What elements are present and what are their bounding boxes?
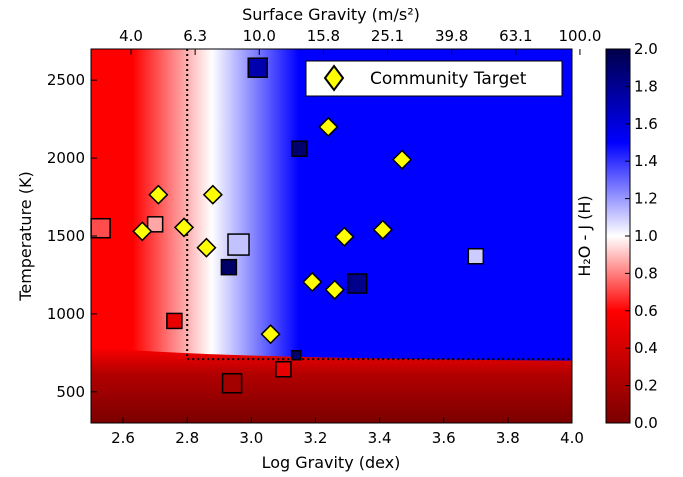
colorbar-ticks: 0.0 0.2 0.4 0.6 0.8 1.0 1.2 1.4 1.6 1.8 2.0 [625, 40, 658, 432]
community-target-marker [372, 219, 393, 240]
colorbar-tick-label: 1.2 [634, 190, 658, 208]
community-target-marker [334, 226, 355, 247]
community-target-marker [202, 184, 223, 205]
community-target-marker [132, 221, 153, 242]
top-tick-label: 63.1 [499, 27, 532, 45]
x-axis-ticks: 2.6 2.8 3.0 3.2 3.4 3.6 3.8 4.0 [111, 417, 584, 447]
top-axis-label: Surface Gravity (m/s²) [242, 5, 420, 24]
y-tick-label: 1500 [47, 227, 85, 245]
top-tick-label: 25.1 [371, 27, 404, 45]
y-tick-label: 1000 [47, 305, 85, 323]
measured-square-marker [247, 57, 268, 78]
y-tick-label: 500 [56, 383, 85, 401]
x-tick-label: 3.8 [496, 429, 520, 447]
y-tick-label: 2500 [47, 71, 85, 89]
cold-temperature-region [91, 346, 572, 423]
colorbar-tick-label: 0.8 [634, 264, 658, 282]
measured-square-marker [275, 360, 292, 378]
legend-diamond-icon [323, 64, 345, 92]
x-tick-label: 3.0 [239, 429, 263, 447]
x-tick-label: 3.2 [304, 429, 328, 447]
community-target-diamonds [132, 116, 413, 345]
legend: Community Target [305, 60, 563, 97]
measured-square-marker [467, 248, 485, 265]
legend-label: Community Target [370, 69, 527, 89]
top-tick-label: 6.3 [183, 27, 207, 45]
top-tick-label: 10.0 [243, 27, 276, 45]
measured-square-marker [220, 258, 238, 276]
x-tick-label: 3.6 [432, 429, 456, 447]
community-target-marker [318, 116, 339, 137]
measured-squares [90, 57, 485, 394]
y-tick-label: 2000 [47, 149, 85, 167]
measured-square-marker [166, 312, 183, 330]
measured-square-marker [227, 233, 250, 256]
community-target-marker [173, 217, 195, 238]
colorbar-tick-label: 0.4 [634, 339, 658, 357]
x-tick-label: 4.0 [560, 429, 584, 447]
top-tick-label: 15.8 [307, 27, 340, 45]
community-target-marker [148, 184, 169, 205]
community-target-marker [260, 324, 281, 345]
colorbar-label: H₂O - J (H) [575, 195, 594, 276]
x-tick-label: 2.6 [111, 429, 135, 447]
community-target-marker [324, 279, 345, 300]
top-axis-ticks: 4.0 6.3 10.0 15.8 25.1 39.8 63.1 100.0 [119, 27, 601, 55]
measured-square-marker [346, 273, 368, 294]
top-tick-label: 4.0 [119, 27, 143, 45]
colorbar-tick-label: 1.6 [634, 115, 658, 133]
measured-square-marker [146, 216, 164, 233]
y-axis-label: Temperature (K) [16, 171, 35, 301]
colorbar-tick-label: 0.0 [634, 414, 658, 432]
measured-square-marker [291, 140, 308, 157]
colorbar-tick-label: 2.0 [634, 40, 658, 58]
y-axis-ticks: 500 1000 1500 2000 2500 [47, 71, 97, 401]
community-target-marker [302, 271, 323, 293]
x-tick-label: 2.8 [175, 429, 199, 447]
measured-square-marker [90, 217, 111, 239]
community-target-marker [196, 237, 217, 258]
colorbar-tick-label: 1.0 [634, 227, 658, 245]
community-target-marker [391, 149, 413, 170]
measured-square-marker [290, 349, 302, 361]
top-tick-label: 100.0 [558, 27, 601, 45]
top-tick-label: 39.8 [435, 27, 468, 45]
legend-box [305, 60, 563, 97]
x-tick-label: 3.4 [368, 429, 392, 447]
colorbar-tick-label: 0.2 [634, 377, 658, 395]
colorbar-tick-label: 1.8 [634, 77, 658, 95]
x-axis-label: Log Gravity (dex) [262, 453, 401, 472]
colorbar-tick-label: 0.6 [634, 302, 658, 320]
colorbar-tick-label: 1.4 [634, 152, 658, 170]
plot-background [91, 49, 572, 423]
measured-square-marker [221, 373, 243, 394]
